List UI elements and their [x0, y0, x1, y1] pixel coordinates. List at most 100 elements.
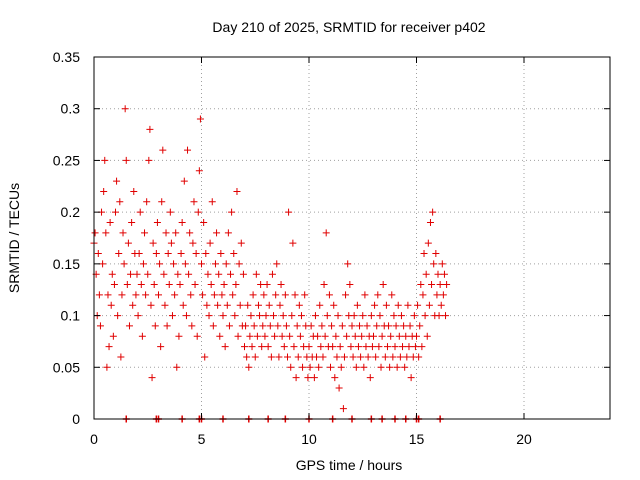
data-point-marker [340, 353, 348, 361]
data-point-marker [215, 270, 223, 278]
data-point-marker [317, 343, 325, 351]
data-point-marker [158, 198, 166, 206]
data-point-marker [198, 260, 205, 268]
data-point-marker [242, 322, 250, 330]
data-point-marker [368, 343, 376, 351]
data-point-marker [180, 177, 188, 185]
data-point-marker [425, 301, 433, 309]
data-point-marker [195, 167, 203, 175]
data-point-marker [390, 312, 398, 320]
data-point-marker [439, 291, 447, 299]
data-point-marker [110, 281, 118, 289]
data-point-marker [429, 208, 437, 216]
data-point-marker [96, 322, 104, 330]
data-point-marker [161, 301, 169, 309]
data-point-marker [424, 239, 432, 247]
data-point-marker [259, 322, 267, 330]
data-point-marker [307, 322, 315, 330]
data-point-marker [95, 291, 103, 299]
data-point-marker [346, 281, 354, 289]
data-point-marker [295, 301, 303, 309]
data-point-marker [194, 208, 202, 216]
data-point-marker [191, 281, 199, 289]
data-point-marker [385, 322, 393, 330]
data-point-marker [275, 353, 283, 361]
x-tick-label: 20 [516, 431, 532, 447]
data-point-marker [382, 301, 390, 309]
data-point-marker [176, 281, 184, 289]
data-point-marker [225, 322, 233, 330]
data-point-marker [172, 229, 180, 237]
data-point-marker [243, 353, 251, 361]
data-point-marker [402, 332, 410, 340]
data-point-marker [136, 208, 144, 216]
data-point-marker [304, 374, 312, 382]
data-point-marker [239, 270, 247, 278]
data-point-marker [344, 260, 352, 268]
data-point-marker [327, 363, 334, 371]
data-point-marker [410, 312, 418, 320]
data-point-marker [266, 322, 274, 330]
data-point-marker [152, 250, 160, 258]
data-point-marker [166, 208, 174, 216]
y-axis-label: SRMTID / TECUs [6, 183, 22, 293]
data-point-marker [120, 260, 128, 268]
data-point-marker [118, 291, 126, 299]
data-point-marker [117, 353, 125, 361]
data-point-marker [207, 281, 215, 289]
data-point-marker [285, 208, 293, 216]
data-point-marker [331, 374, 339, 382]
data-point-marker [337, 363, 345, 371]
data-point-marker [351, 332, 359, 340]
data-point-marker [414, 301, 422, 309]
data-point-marker [282, 322, 290, 330]
data-point-marker [160, 270, 168, 278]
data-point-marker [417, 281, 425, 289]
data-point-marker [354, 343, 362, 351]
data-point-marker [443, 281, 451, 289]
x-tick-label: 15 [409, 431, 425, 447]
data-point-marker [146, 125, 154, 133]
data-point-marker [244, 301, 252, 309]
data-point-marker [387, 332, 395, 340]
data-point-marker [137, 281, 145, 289]
data-point-marker [435, 312, 443, 320]
data-point-marker [205, 312, 213, 320]
data-point-marker [428, 281, 436, 289]
data-point-marker [164, 250, 172, 258]
data-point-marker [339, 405, 347, 413]
data-point-marker [257, 281, 265, 289]
data-point-marker [168, 312, 176, 320]
data-point-marker [322, 229, 330, 237]
data-point-marker [281, 291, 289, 299]
data-point-marker [411, 343, 419, 351]
data-point-marker [334, 312, 342, 320]
data-point-marker [170, 260, 178, 268]
data-point-marker [287, 363, 295, 371]
data-points [90, 105, 451, 413]
data-point-marker [267, 353, 275, 361]
data-point-marker [224, 229, 232, 237]
data-point-marker [378, 332, 386, 340]
data-point-marker [186, 229, 194, 237]
data-point-marker [251, 353, 259, 361]
data-point-marker [241, 343, 248, 351]
data-point-marker [265, 301, 273, 309]
data-point-marker [294, 353, 302, 361]
data-point-marker [247, 312, 255, 320]
data-point-marker [149, 239, 157, 247]
data-point-marker [151, 322, 159, 330]
data-point-marker [381, 353, 389, 361]
data-point-marker [141, 229, 149, 237]
data-point-marker [143, 198, 151, 206]
data-point-marker [363, 322, 371, 330]
data-point-marker [201, 353, 209, 361]
data-point-marker [433, 291, 441, 299]
data-point-marker [256, 312, 264, 320]
data-point-marker [132, 291, 140, 299]
data-point-marker [229, 291, 237, 299]
data-point-marker [122, 156, 130, 164]
y-tick-label: 0.35 [53, 49, 80, 65]
data-point-marker [254, 301, 262, 309]
data-point-marker [299, 363, 307, 371]
